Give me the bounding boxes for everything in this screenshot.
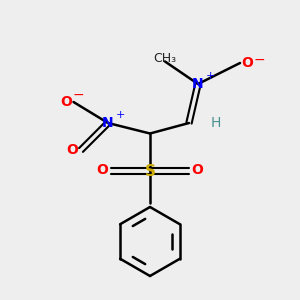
Text: H: H (211, 116, 221, 130)
Text: +: + (115, 110, 125, 120)
Text: O: O (60, 95, 72, 109)
Text: CH₃: CH₃ (153, 52, 177, 65)
Text: N: N (102, 116, 114, 130)
Text: S: S (145, 164, 155, 178)
Text: O: O (191, 163, 203, 176)
Text: N: N (192, 77, 204, 91)
Text: −: − (72, 88, 84, 101)
Text: O: O (97, 163, 109, 176)
Text: O: O (242, 56, 254, 70)
Text: O: O (67, 143, 79, 157)
Text: −: − (254, 53, 265, 67)
Text: +: + (205, 70, 215, 81)
